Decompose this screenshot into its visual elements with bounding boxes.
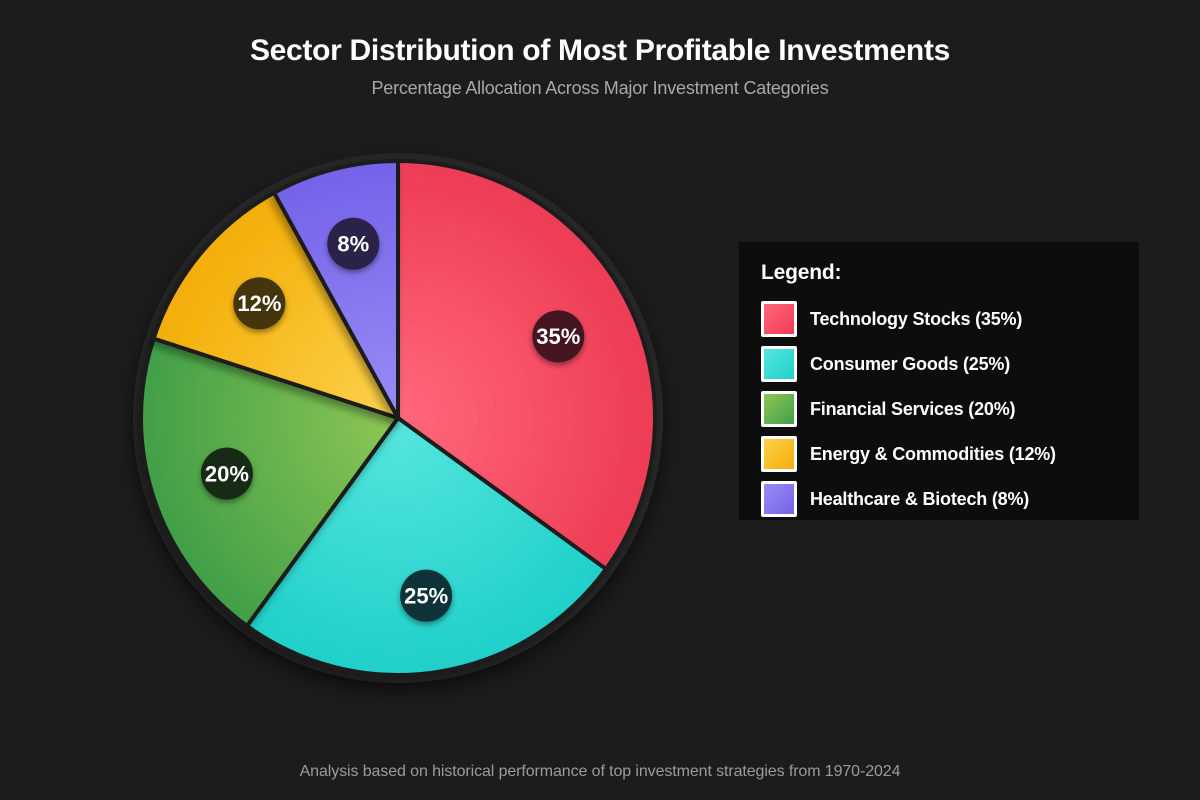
pie-label-text: 8% [337,232,369,257]
pie-label-circle [327,217,380,270]
legend-label-technology-stocks: Technology Stocks (35%) [810,308,1023,329]
legend-swatch-healthcare-biotech [761,481,797,517]
pie-label-circle [233,277,286,330]
pie-label-text: 25% [404,584,448,609]
pie-label-text: 20% [205,462,249,487]
legend-box: Legend: Technology Stocks (35%) Consumer… [739,242,1139,520]
pie-label-technology-stocks: 35% [532,310,585,363]
pie-label-text: 35% [536,324,580,349]
pie-label-circle [200,447,253,500]
pie-label-healthcare-biotech: 8% [327,217,380,270]
chart-footnote: Analysis based on historical performance… [299,763,901,780]
legend-item-healthcare-biotech: Healthcare & Biotech (8%) [761,481,1117,517]
chart-title: Sector Distribution of Most Profitable I… [249,34,951,67]
legend-item-energy-commodities: Energy & Commodities (12%) [761,436,1117,472]
legend-label-consumer-goods: Consumer Goods (25%) [810,353,1011,374]
legend-title: Legend: [761,261,842,284]
legend-item-technology-stocks: Technology Stocks (35%) [761,301,1117,337]
legend-label-energy-commodities: Energy & Commodities (12%) [810,443,1056,464]
pie-label-circle [400,569,453,622]
legend-swatch-energy-commodities [761,436,797,472]
pie-label-consumer-goods: 25% [400,569,453,622]
pie-label-text: 12% [237,291,281,316]
legend-item-financial-services: Financial Services (20%) [761,391,1117,427]
legend-swatch-consumer-goods [761,346,797,382]
legend-swatch-technology-stocks [761,301,797,337]
pie-slice-technology-stocks [396,159,657,572]
chart-subtitle: Percentage Allocation Across Major Inves… [371,78,829,98]
legend-swatch-financial-services [761,391,797,427]
pie-slice-financial-services [139,336,400,628]
legend-item-consumer-goods: Consumer Goods (25%) [761,346,1117,382]
pie-slice-consumer-goods [244,416,608,677]
pie-label-circle [532,310,585,363]
chart-header: Sector Distribution of Most Profitable I… [0,0,1200,99]
legend-label-financial-services: Financial Services (20%) [810,398,1016,419]
pie-label-financial-services: 20% [200,447,253,500]
pie-label-energy-commodities: 12% [233,277,286,330]
legend-label-healthcare-biotech: Healthcare & Biotech (8%) [810,488,1030,509]
